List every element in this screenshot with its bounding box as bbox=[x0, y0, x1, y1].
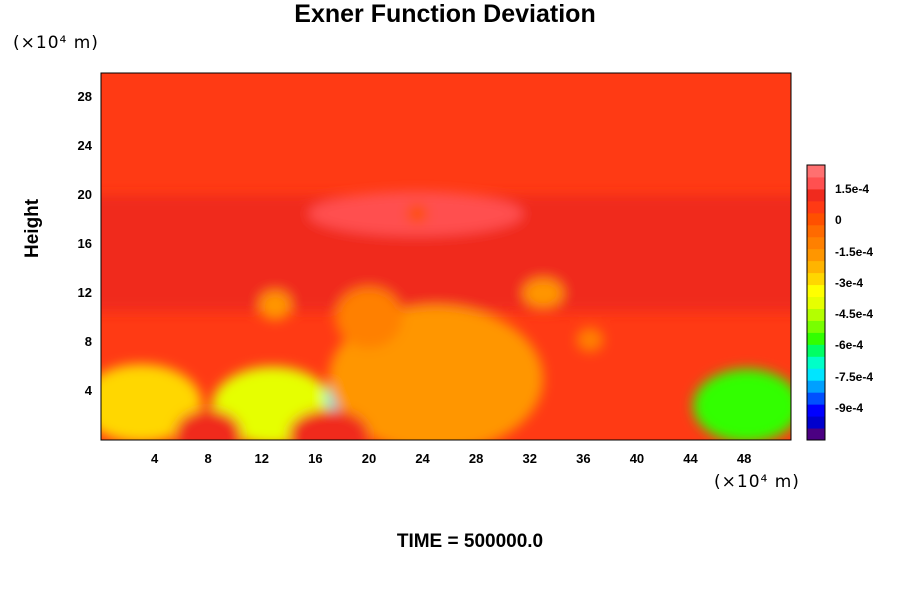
colorbar-swatch bbox=[807, 165, 825, 178]
contour-blob bbox=[693, 369, 791, 440]
colorbar-swatch bbox=[807, 212, 825, 226]
colorbar-swatch bbox=[807, 380, 825, 393]
colorbar-swatch bbox=[807, 416, 825, 429]
colorbar-swatch bbox=[807, 368, 825, 381]
colorbar-tick-label: 0 bbox=[835, 213, 842, 228]
x-tick-label: 48 bbox=[736, 451, 752, 466]
x-tick-label: 24 bbox=[415, 451, 430, 466]
contour-blob bbox=[335, 287, 403, 349]
colorbar-swatch bbox=[807, 356, 825, 369]
y-tick-label: 12 bbox=[77, 285, 92, 301]
y-tick-label: 24 bbox=[77, 138, 92, 154]
x-tick-label: 28 bbox=[468, 451, 484, 466]
colorbar-tick-label: -3e-4 bbox=[835, 275, 864, 290]
colorbar-tick-label: 1.5e-4 bbox=[835, 182, 870, 196]
colorbar-tick-label: -4.5e-4 bbox=[835, 307, 874, 321]
contour-field bbox=[101, 191, 791, 440]
colorbar-swatch bbox=[807, 332, 825, 345]
colorbar-swatch bbox=[807, 224, 825, 238]
contour-blob bbox=[523, 278, 564, 308]
y-tick-label: 28 bbox=[77, 89, 92, 105]
time-footer: TIME = 500000.0 bbox=[396, 531, 544, 552]
y-tick-label: 20 bbox=[77, 187, 92, 203]
y-tick-label: 8 bbox=[84, 334, 92, 350]
colorbar-swatch bbox=[807, 296, 825, 309]
contour-blob bbox=[101, 364, 202, 440]
colorbar-swatch bbox=[807, 308, 825, 321]
colorbar-swatch bbox=[807, 284, 825, 298]
colorbar-swatch bbox=[807, 428, 825, 441]
colorbar-frame bbox=[806, 164, 826, 441]
x-tick-label: 12 bbox=[254, 451, 269, 466]
x-tick-label: 44 bbox=[683, 451, 698, 466]
colorbar-swatch bbox=[807, 200, 825, 214]
x-tick-label: 4 bbox=[150, 451, 159, 466]
colorbar-swatch bbox=[807, 272, 825, 286]
x-tick-label: 16 bbox=[308, 451, 323, 466]
colorbar-swatch bbox=[807, 236, 825, 250]
contour-blob bbox=[406, 203, 428, 224]
contour-blob bbox=[288, 409, 369, 440]
contour-blob bbox=[174, 409, 242, 440]
contour-blob bbox=[259, 290, 292, 321]
colorbar-swatch bbox=[807, 344, 825, 357]
colorbar-swatch bbox=[807, 320, 825, 333]
colorbar-tick-label: -1.5e-4 bbox=[835, 244, 874, 259]
colorbar-tick-label: -7.5e-4 bbox=[835, 369, 874, 384]
plot-frame bbox=[100, 72, 792, 441]
colorbar-swatch bbox=[807, 248, 825, 262]
x-tick-label: 40 bbox=[629, 451, 645, 466]
x-tick-label: 36 bbox=[576, 451, 591, 466]
colorbar-tick-label: -9e-4 bbox=[835, 400, 864, 415]
x-axis-unit-label: (×10⁴ m) bbox=[714, 472, 800, 492]
colorbar-swatch bbox=[807, 392, 825, 405]
y-axis-unit-label: (×10⁴ m) bbox=[13, 33, 99, 53]
colorbar-swatch bbox=[807, 176, 825, 190]
colorbar-swatch bbox=[807, 260, 825, 274]
y-tick-label: 4 bbox=[84, 383, 92, 399]
contour-blob bbox=[576, 327, 604, 352]
colorbar-tick-label: -6e-4 bbox=[835, 338, 864, 353]
colorbar bbox=[806, 164, 826, 441]
colorbar-swatch bbox=[807, 188, 825, 202]
x-tick-label: 8 bbox=[204, 451, 212, 466]
x-tick-label: 32 bbox=[522, 451, 537, 466]
chart-title: Exner Function Deviation bbox=[294, 0, 596, 28]
colorbar-swatch bbox=[807, 404, 825, 417]
y-tick-label: 16 bbox=[77, 236, 92, 252]
x-tick-label: 20 bbox=[361, 451, 377, 466]
